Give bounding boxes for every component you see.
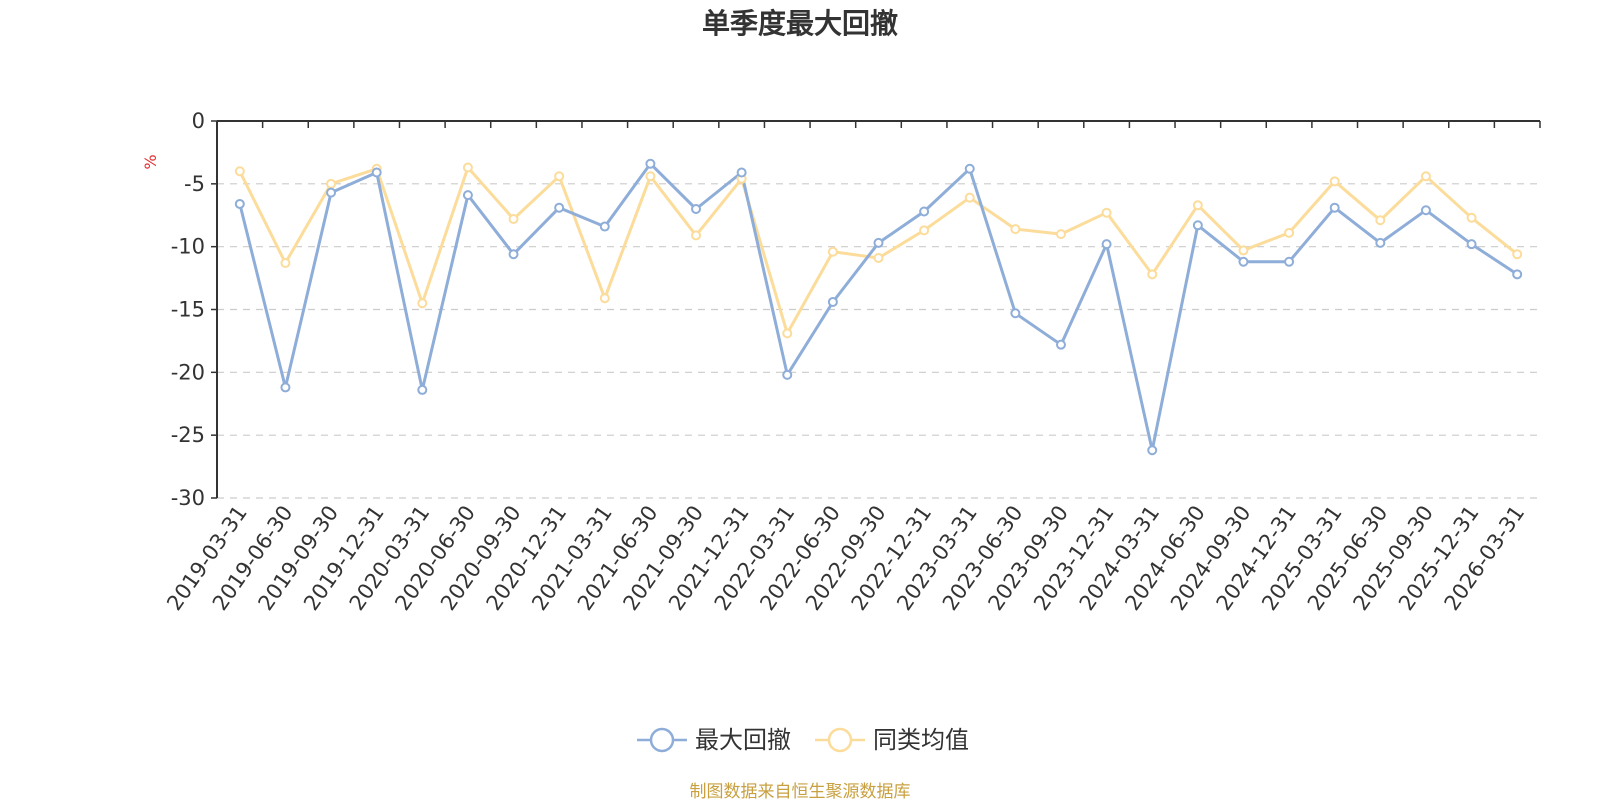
- data-point-1[interactable]: [508, 214, 519, 225]
- y-tick-label: 0: [192, 109, 205, 133]
- data-point-0[interactable]: [554, 202, 565, 213]
- data-point-0[interactable]: [964, 163, 975, 174]
- series-line-1: [238, 166, 1519, 335]
- series-line-0: [238, 162, 1519, 452]
- legend-item-0[interactable]: 最大回撤: [637, 726, 791, 754]
- y-tick-label: -30: [171, 486, 205, 510]
- data-point-1[interactable]: [1238, 245, 1249, 256]
- data-point-1[interactable]: [964, 192, 975, 203]
- data-point-1[interactable]: [645, 171, 656, 182]
- data-point-1[interactable]: [599, 293, 610, 304]
- series-group: [234, 158, 1523, 456]
- data-point-0[interactable]: [280, 382, 291, 393]
- data-point-1[interactable]: [1284, 227, 1295, 238]
- data-point-1[interactable]: [280, 258, 291, 269]
- data-point-1[interactable]: [1055, 229, 1066, 240]
- data-point-0[interactable]: [1101, 239, 1112, 250]
- data-point-0[interactable]: [1010, 308, 1021, 319]
- y-tick-label: -20: [171, 360, 205, 384]
- data-point-1[interactable]: [1420, 171, 1431, 182]
- data-point-0[interactable]: [1192, 220, 1203, 231]
- legend-marker: [649, 727, 675, 753]
- data-point-0[interactable]: [919, 206, 930, 217]
- data-point-0[interactable]: [873, 237, 884, 248]
- y-tick-label: -15: [171, 298, 205, 322]
- data-point-0[interactable]: [599, 221, 610, 232]
- data-point-0[interactable]: [1147, 445, 1158, 456]
- data-point-1[interactable]: [462, 162, 473, 173]
- data-point-0[interactable]: [417, 384, 428, 395]
- data-point-0[interactable]: [736, 167, 747, 178]
- data-point-1[interactable]: [1512, 249, 1523, 260]
- data-point-0[interactable]: [371, 167, 382, 178]
- data-point-0[interactable]: [827, 296, 838, 307]
- data-point-1[interactable]: [1101, 207, 1112, 218]
- y-tick-label: -25: [171, 423, 205, 447]
- data-point-1[interactable]: [234, 166, 245, 177]
- data-point-0[interactable]: [1238, 256, 1249, 267]
- y-axis-unit: %: [141, 154, 160, 169]
- legend-label: 同类均值: [873, 726, 969, 754]
- data-point-0[interactable]: [1375, 237, 1386, 248]
- legend-label: 最大回撤: [695, 726, 791, 754]
- axes: [211, 120, 1541, 499]
- data-point-1[interactable]: [1192, 200, 1203, 211]
- y-tick-label: -5: [184, 172, 205, 196]
- data-point-0[interactable]: [645, 158, 656, 169]
- y-tick-labels: 0 -5 -10 -15 -20 -25 -30: [171, 109, 205, 510]
- data-point-0[interactable]: [234, 198, 245, 209]
- data-point-1[interactable]: [326, 178, 337, 189]
- data-point-1[interactable]: [782, 328, 793, 339]
- data-point-0[interactable]: [508, 249, 519, 260]
- legend[interactable]: 最大回撤 同类均值: [637, 726, 969, 754]
- data-point-0[interactable]: [1284, 256, 1295, 267]
- data-point-1[interactable]: [1466, 212, 1477, 223]
- data-source-note: 制图数据来自恒生聚源数据库: [690, 782, 911, 800]
- y-tick-label: -10: [171, 235, 205, 259]
- data-point-0[interactable]: [1512, 269, 1523, 280]
- data-point-0[interactable]: [1329, 202, 1340, 213]
- data-point-0[interactable]: [462, 190, 473, 201]
- data-point-1[interactable]: [919, 225, 930, 236]
- data-point-0[interactable]: [1055, 339, 1066, 350]
- legend-marker: [827, 727, 853, 753]
- data-point-1[interactable]: [1375, 215, 1386, 226]
- data-point-1[interactable]: [873, 252, 884, 263]
- data-point-1[interactable]: [827, 246, 838, 257]
- grid-lines: [217, 183, 1540, 499]
- data-point-0[interactable]: [782, 369, 793, 380]
- legend-item-1[interactable]: 同类均值: [815, 726, 969, 754]
- data-point-0[interactable]: [1466, 239, 1477, 250]
- chart-title: 单季度最大回撤: [702, 7, 898, 40]
- data-point-1[interactable]: [1010, 224, 1021, 235]
- data-point-1[interactable]: [691, 230, 702, 241]
- data-point-0[interactable]: [1420, 205, 1431, 216]
- data-point-1[interactable]: [1147, 269, 1158, 280]
- x-tick-labels: 2019-03-312019-06-302019-09-302019-12-31…: [162, 501, 1529, 615]
- data-point-1[interactable]: [1329, 176, 1340, 187]
- data-point-1[interactable]: [417, 298, 428, 309]
- data-point-0[interactable]: [326, 187, 337, 198]
- data-point-1[interactable]: [554, 171, 565, 182]
- data-point-0[interactable]: [691, 203, 702, 214]
